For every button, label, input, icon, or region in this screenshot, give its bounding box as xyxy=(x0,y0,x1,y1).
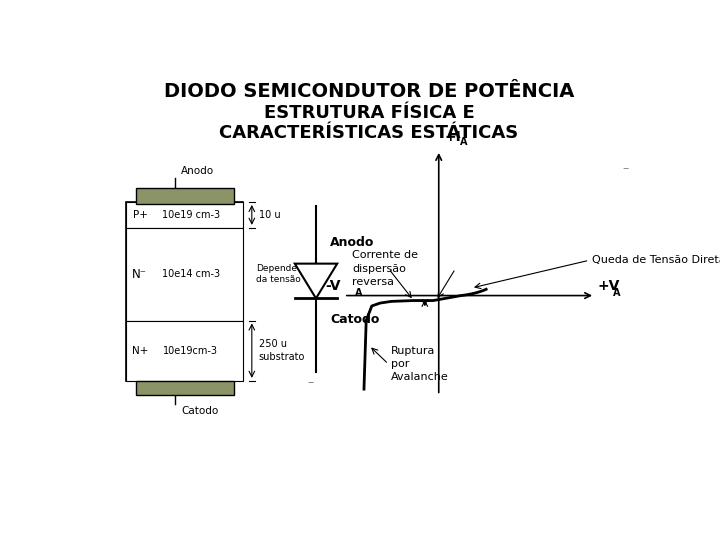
Text: Anodo: Anodo xyxy=(181,166,214,176)
Text: ESTRUTURA FÍSICA E: ESTRUTURA FÍSICA E xyxy=(264,104,474,122)
Bar xyxy=(126,228,243,321)
Text: Depende
da tensão: Depende da tensão xyxy=(256,264,301,284)
Bar xyxy=(135,381,234,395)
Text: N⁻: N⁻ xyxy=(132,268,147,281)
Text: +I: +I xyxy=(444,130,461,144)
Text: –: – xyxy=(623,162,629,176)
Text: 10e14 cm-3: 10e14 cm-3 xyxy=(162,269,220,279)
Text: Queda de Tensão Direta: Queda de Tensão Direta xyxy=(593,255,720,265)
Text: 10e19cm-3: 10e19cm-3 xyxy=(163,346,218,356)
Bar xyxy=(126,202,243,228)
Text: Corrente de
dispersão
reversa: Corrente de dispersão reversa xyxy=(352,251,418,287)
Text: P+: P+ xyxy=(133,210,148,220)
Text: -V: -V xyxy=(325,280,341,294)
Text: Anodo: Anodo xyxy=(330,237,374,249)
Bar xyxy=(135,188,234,204)
Text: 10e19 cm-3: 10e19 cm-3 xyxy=(162,210,220,220)
Text: Catodo: Catodo xyxy=(330,313,379,326)
Text: CARACTERÍSTICAS ESTÁTICAS: CARACTERÍSTICAS ESTÁTICAS xyxy=(220,124,518,143)
Text: Catodo: Catodo xyxy=(181,406,218,416)
Text: DIODO SEMICONDUTOR DE POTÊNCIA: DIODO SEMICONDUTOR DE POTÊNCIA xyxy=(164,82,574,102)
Text: +V: +V xyxy=(598,280,620,294)
Text: A: A xyxy=(613,288,621,299)
Bar xyxy=(126,202,243,381)
Text: 250 u
substrato: 250 u substrato xyxy=(258,340,305,362)
Text: 10 u: 10 u xyxy=(258,210,280,220)
Text: –: – xyxy=(307,376,313,389)
Bar xyxy=(126,321,243,381)
Text: A: A xyxy=(460,137,467,147)
Polygon shape xyxy=(294,264,337,299)
Text: A: A xyxy=(354,288,362,299)
Text: N+: N+ xyxy=(132,346,148,356)
Text: Ruptura
por
Avalanche: Ruptura por Avalanche xyxy=(392,346,449,382)
